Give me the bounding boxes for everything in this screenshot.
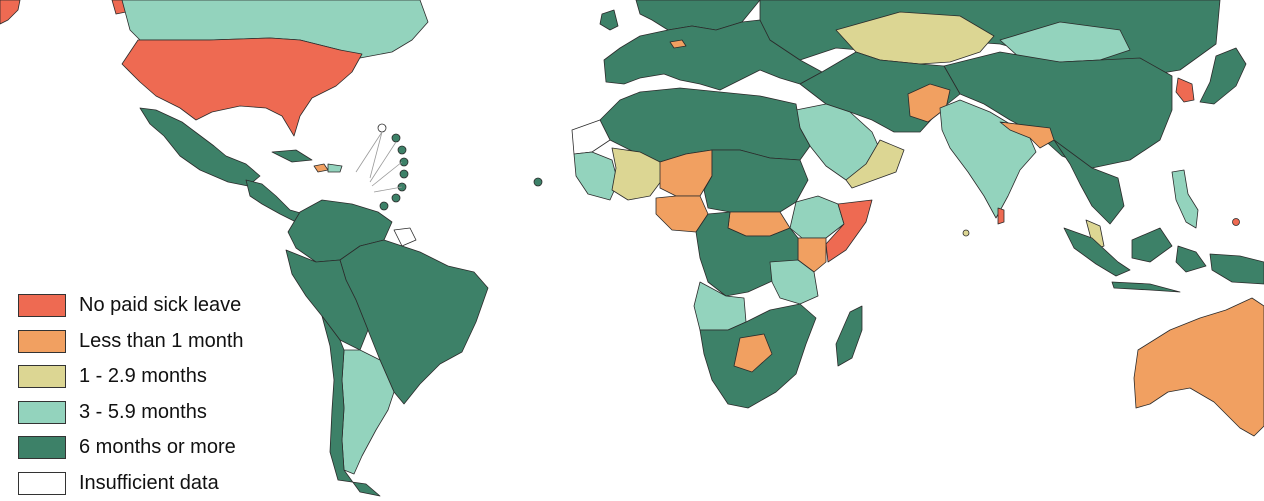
map-region-korea[interactable]: [1176, 78, 1194, 102]
map-region-central-america[interactable]: [246, 180, 304, 222]
legend-label: Insufficient data: [79, 472, 219, 495]
legend-item: 1 - 2.9 months: [18, 359, 244, 395]
legend-label: No paid sick leave: [79, 294, 241, 317]
legend-item: 3 - 5.9 months: [18, 395, 244, 431]
legend-label: 3 - 5.9 months: [79, 401, 207, 424]
map-region-madagascar[interactable]: [836, 306, 862, 366]
map-region-alaska[interactable]: [0, 0, 20, 24]
legend: No paid sick leave Less than 1 month 1 -…: [18, 288, 244, 501]
map-region-west-africa-mauritania[interactable]: [574, 152, 618, 200]
legend-swatch: [18, 436, 66, 459]
map-region-sri-lanka[interactable]: [998, 208, 1004, 224]
legend-swatch: [18, 472, 66, 495]
map-region-australia[interactable]: [1134, 298, 1264, 436]
map-region-britain[interactable]: [600, 10, 618, 30]
legend-swatch: [18, 330, 66, 353]
map-region-japan[interactable]: [1200, 48, 1246, 104]
legend-swatch: [18, 401, 66, 424]
legend-item: 6 months or more: [18, 430, 244, 466]
callout-marker: [378, 124, 386, 132]
map-region-french-guiana[interactable]: [394, 228, 416, 246]
map-dot-pacific: [1233, 219, 1240, 226]
legend-swatch: [18, 365, 66, 388]
legend-label: Less than 1 month: [79, 330, 244, 353]
caribbean-islands: [380, 134, 542, 210]
map-region-chad-sudan[interactable]: [704, 150, 808, 212]
map-region-haiti[interactable]: [314, 164, 328, 172]
legend-label: 6 months or more: [79, 436, 236, 459]
map-region-mexico[interactable]: [140, 108, 260, 186]
map-region-ethiopia[interactable]: [790, 196, 844, 238]
map-region-dominican-republic[interactable]: [328, 164, 342, 172]
map-region-cuba[interactable]: [272, 150, 312, 162]
legend-swatch: [18, 294, 66, 317]
legend-label: 1 - 2.9 months: [79, 365, 207, 388]
map-region-philippines[interactable]: [1172, 170, 1198, 228]
legend-item: Less than 1 month: [18, 324, 244, 360]
legend-item: No paid sick leave: [18, 288, 244, 324]
map-dot-indian-ocean: [963, 230, 969, 236]
legend-item: Insufficient data: [18, 466, 244, 501]
